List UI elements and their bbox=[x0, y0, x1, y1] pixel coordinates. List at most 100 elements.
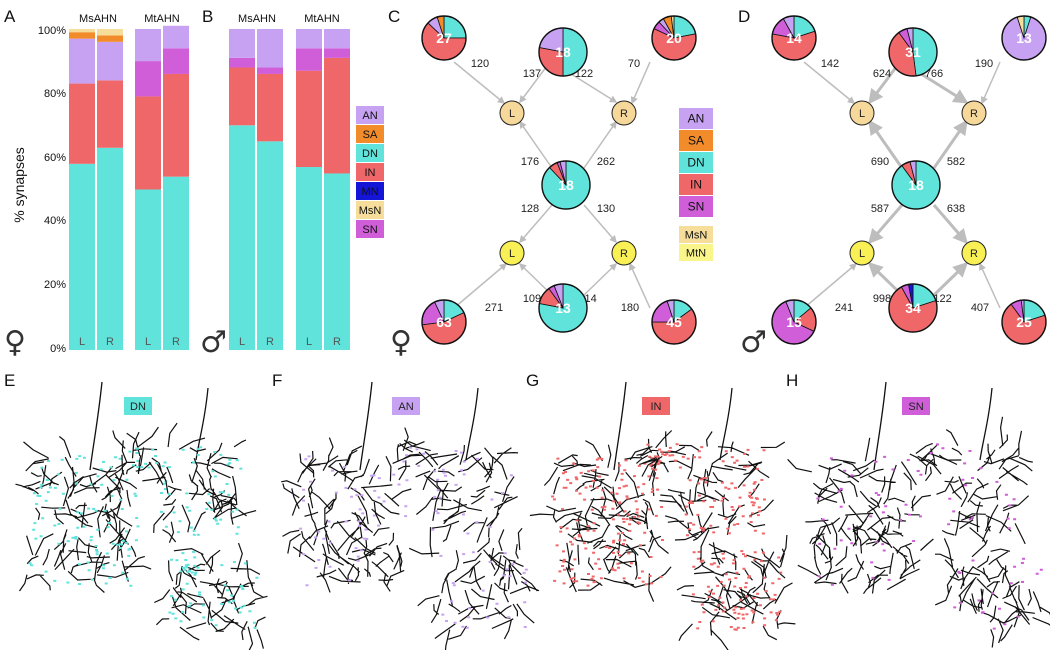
morphology-panel-f: AN bbox=[281, 381, 540, 650]
bar-label-l: L bbox=[145, 336, 151, 348]
legend-swatch-dn bbox=[356, 144, 384, 162]
neuron-branches bbox=[629, 430, 700, 477]
bar-an bbox=[257, 29, 283, 68]
pie-top-4: 20 bbox=[651, 15, 697, 61]
legend-ab: AN SA DN IN MN MsN SN bbox=[356, 106, 384, 238]
bar-in bbox=[324, 57, 350, 174]
synapse-markers bbox=[28, 455, 140, 587]
synapse-markers bbox=[439, 551, 528, 629]
pie-top-1: 27 bbox=[421, 15, 467, 61]
cell-type-tag-bg bbox=[124, 397, 152, 415]
neuron-branches bbox=[936, 416, 1033, 545]
weight-top-2: 137 bbox=[523, 68, 541, 80]
bar-dn bbox=[69, 163, 95, 350]
legend-swatch-mn bbox=[356, 182, 384, 200]
legend-label-mtn: MtN bbox=[686, 248, 706, 260]
pie-bot-4: 45 bbox=[651, 299, 697, 345]
group-label-msahn-a: MsAHN bbox=[79, 13, 117, 25]
cell-type-tag-bg bbox=[902, 397, 930, 415]
bar-msn bbox=[69, 29, 95, 33]
legend-swatch-in bbox=[356, 163, 384, 181]
pie-outline bbox=[538, 27, 588, 77]
edge-bot-1 bbox=[803, 263, 858, 309]
bar-an bbox=[97, 41, 123, 81]
pie-count: 27 bbox=[436, 30, 452, 46]
cell-type-tag: SN bbox=[908, 401, 923, 413]
bar-label-l: L bbox=[79, 336, 85, 348]
y-axis-ticks: 100% 80% 60% 40% 20% 0% bbox=[38, 25, 66, 355]
neuron-branches bbox=[281, 437, 420, 593]
weight-mid-up-l: 690 bbox=[871, 156, 889, 168]
weight-bot-2: 109 bbox=[523, 293, 541, 305]
weight-top-1: 120 bbox=[471, 58, 489, 70]
weight-bot-4: 407 bbox=[971, 302, 989, 314]
legend-label-an: AN bbox=[688, 112, 705, 126]
panel-label-h: H bbox=[786, 371, 798, 390]
axon-left bbox=[89, 381, 103, 471]
neuron-branches bbox=[408, 527, 540, 650]
weight-bot-1: 241 bbox=[835, 302, 853, 314]
panel-label-c: C bbox=[388, 7, 400, 26]
pie-outline bbox=[891, 160, 941, 210]
morphology-panel-h: SN bbox=[787, 381, 1050, 648]
synapse-markers bbox=[684, 446, 766, 537]
neuron-branches bbox=[529, 440, 682, 602]
node-circle bbox=[611, 100, 637, 126]
bar-sn bbox=[324, 48, 350, 58]
neuron-branches bbox=[112, 426, 169, 494]
y-tick-20: 20% bbox=[44, 279, 66, 291]
bar-sn bbox=[163, 48, 189, 74]
node-label: L bbox=[859, 248, 865, 260]
edge-mid-down-l bbox=[519, 204, 553, 244]
legend-swatch-sn bbox=[356, 220, 384, 238]
pie-outline bbox=[1001, 15, 1047, 61]
pie-count: 34 bbox=[905, 300, 921, 316]
panel-label-b: B bbox=[202, 7, 213, 26]
female-symbol-a: ♀ bbox=[4, 325, 26, 360]
weight-bot-4: 180 bbox=[621, 302, 639, 314]
legend-label-sn: SN bbox=[362, 224, 377, 236]
pie-outline bbox=[771, 15, 817, 61]
pie-bot-1: 15 bbox=[771, 299, 817, 345]
legend-swatch-in bbox=[679, 174, 713, 195]
bar-in bbox=[97, 80, 123, 148]
weight-top-3: 122 bbox=[575, 68, 593, 80]
legend-label-sa: SA bbox=[688, 134, 704, 148]
neuron-branches bbox=[392, 427, 439, 470]
pie-count: 18 bbox=[908, 177, 924, 193]
node-bottom-l: L bbox=[499, 240, 525, 266]
bar-dn bbox=[163, 176, 189, 350]
edge-bot-4 bbox=[629, 262, 651, 309]
pie-outline bbox=[541, 160, 591, 210]
edge-bot-4 bbox=[979, 262, 1001, 309]
node-label: R bbox=[620, 108, 628, 120]
pie-count: 15 bbox=[786, 314, 802, 330]
neuron-branches bbox=[909, 442, 962, 482]
bar-in bbox=[69, 83, 95, 164]
bar-dn bbox=[296, 167, 322, 350]
weight-mid-down-r: 638 bbox=[947, 203, 965, 215]
legend-swatch-dn bbox=[679, 152, 713, 173]
bar-sn bbox=[257, 67, 283, 74]
legend-swatch-an bbox=[679, 108, 713, 129]
edge-mid-down-r bbox=[583, 204, 617, 244]
legend-label-sn: SN bbox=[688, 200, 705, 214]
neuron-morphology-panels: DN AN IN SN bbox=[15, 381, 1050, 650]
node-label: R bbox=[970, 108, 978, 120]
node-label: L bbox=[509, 108, 515, 120]
legend-swatch-msn bbox=[356, 201, 384, 219]
node-circle bbox=[499, 100, 525, 126]
bar-sa bbox=[69, 32, 95, 39]
pie-center: 18 bbox=[541, 160, 591, 210]
bar-label-l: L bbox=[239, 336, 245, 348]
legend-label-msn: MsN bbox=[359, 205, 382, 217]
node-label: L bbox=[859, 108, 865, 120]
pie-count: 18 bbox=[555, 44, 571, 60]
bar-label-r: R bbox=[333, 336, 341, 348]
pie-count: 31 bbox=[905, 44, 921, 60]
pie-outline bbox=[538, 283, 588, 333]
